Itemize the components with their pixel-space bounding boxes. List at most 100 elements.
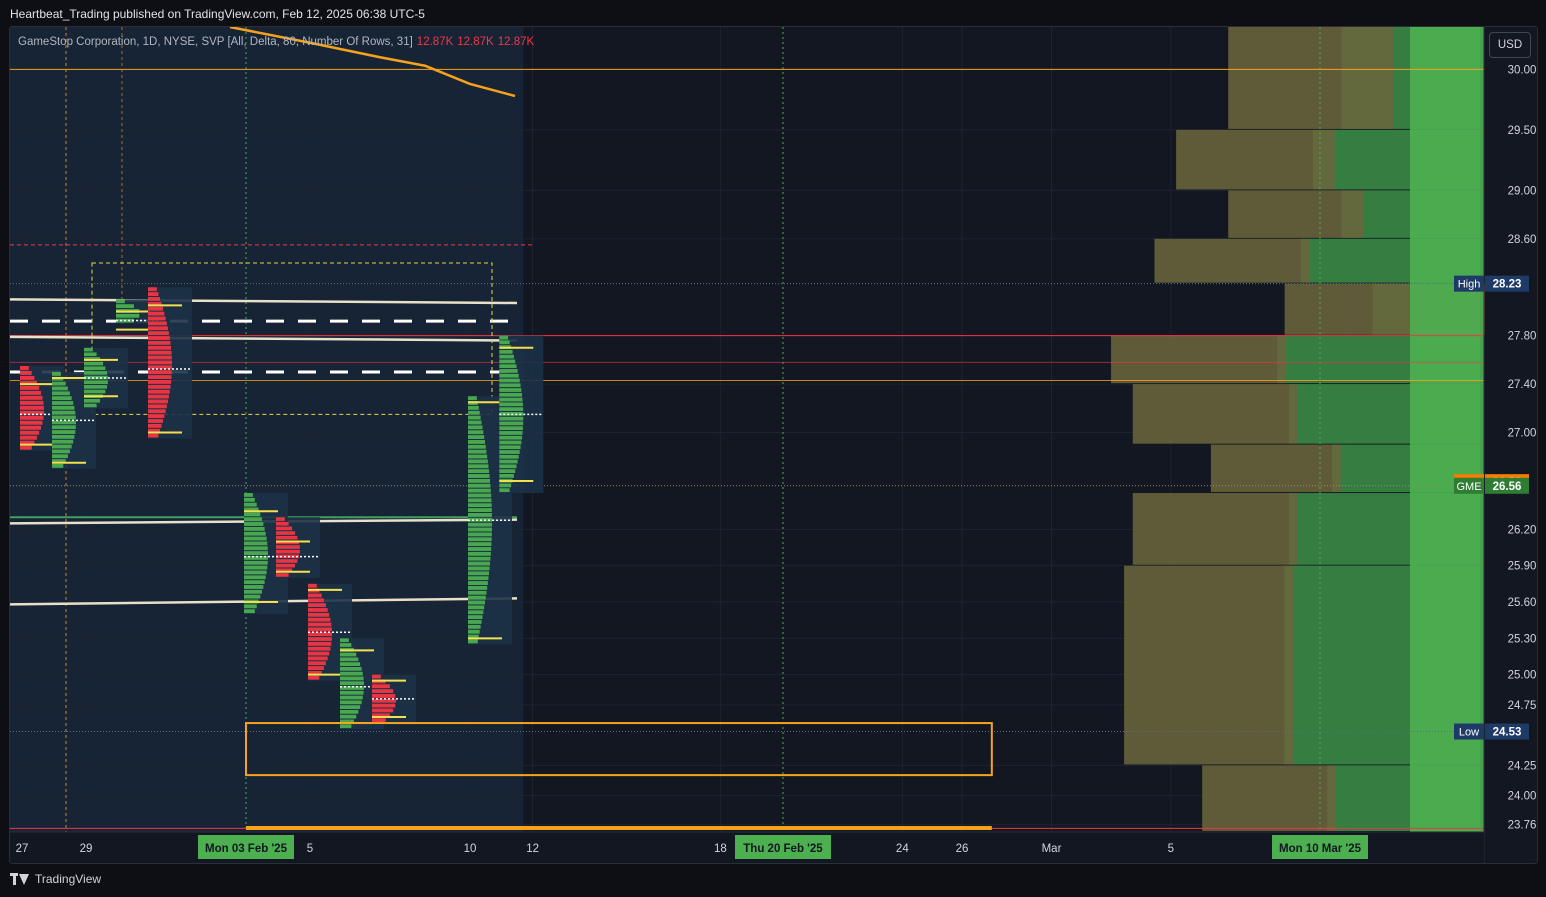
candle-volume-bar xyxy=(468,425,483,430)
candle-volume-bar xyxy=(52,425,76,430)
candle-volume-bar xyxy=(340,690,364,695)
candle-volume-bar xyxy=(499,454,519,459)
candle-volume-bar xyxy=(244,512,261,517)
candle-volume-bar xyxy=(340,657,359,662)
candle-volume-bar xyxy=(468,464,489,469)
y-tick-label: 25.30 xyxy=(1508,633,1537,645)
y-tick-label: 30.00 xyxy=(1508,64,1537,76)
candle-volume-bar xyxy=(468,396,477,401)
candle-volume-bar xyxy=(148,340,171,345)
candle-volume-bar xyxy=(148,370,172,375)
candle-volume-bar xyxy=(499,488,510,493)
candle-volume-bar xyxy=(468,537,492,542)
candle-volume-bar xyxy=(116,313,140,318)
candle-volume-bar xyxy=(372,708,394,713)
candle-volume-bar xyxy=(276,568,293,573)
candle-volume-bar xyxy=(468,542,492,547)
candle-volume-bar xyxy=(52,410,76,415)
moving-average-line xyxy=(10,298,518,305)
candle-volume-bar xyxy=(148,292,159,297)
candle-volume-bar xyxy=(340,724,352,729)
candle-volume-bar xyxy=(148,380,172,384)
candle-volume-bar xyxy=(244,522,264,526)
candle-volume-bar xyxy=(468,527,492,532)
candle-volume-bar xyxy=(148,389,170,394)
candle-volume-bar xyxy=(468,517,492,522)
candle-volume-bar xyxy=(340,686,364,690)
candle-volume-bar xyxy=(20,425,42,430)
highlight-box xyxy=(245,722,993,777)
date-highlight-label: Mon 10 Mar '25 xyxy=(1272,835,1368,859)
x-tick-label: 26 xyxy=(956,843,969,855)
candle-volume-bar xyxy=(468,571,490,576)
footer-branding[interactable]: TradingView xyxy=(10,872,101,886)
candle-volume-bar xyxy=(499,411,524,416)
candle-volume-bar xyxy=(372,703,396,708)
candle-volume-bar xyxy=(52,396,72,401)
symbol-legend[interactable]: GameStop Corporation, 1D, NYSE, SVP [All… xyxy=(18,36,534,48)
candle-volume-bar xyxy=(308,671,322,675)
candle-volume-bar xyxy=(52,434,75,439)
date-highlight-bg xyxy=(198,835,294,859)
price-chart[interactable]: 30.00 29.50 29.00 28.60 27.80 27.40 27.00 26.20… xyxy=(10,27,1537,863)
candle xyxy=(372,674,416,724)
candle-volume-bar xyxy=(244,531,266,536)
candle-volume-bar xyxy=(276,559,298,563)
candle-volume-bar xyxy=(499,349,513,354)
candle-volume-bar xyxy=(244,609,255,614)
branding-name: TradingView xyxy=(35,872,102,886)
price-label-low: Low 24.53 xyxy=(1454,723,1529,740)
candle-volume-bar xyxy=(499,483,512,488)
candle-volume-bar xyxy=(499,397,523,402)
candle-volume-bar xyxy=(340,638,349,643)
candle-volume-bar xyxy=(372,694,396,698)
candle-volume-bar xyxy=(84,371,108,375)
candle-volume-bar xyxy=(308,622,332,627)
candle-volume-bar xyxy=(308,656,328,661)
candle-volume-bar xyxy=(468,478,491,483)
candle-volume-bar xyxy=(468,576,489,581)
candle-volume-bar xyxy=(468,605,485,610)
candle-volume-bar xyxy=(468,459,488,464)
candle-volume-bar xyxy=(340,643,352,647)
legend-value-3: 12.87K xyxy=(497,36,535,48)
date-highlight-bg xyxy=(735,835,831,859)
candle-volume-bar xyxy=(499,464,517,469)
price-value-bg xyxy=(1485,723,1529,740)
candle-volume-bar xyxy=(148,336,170,340)
candle-volume-bar xyxy=(148,350,172,355)
candle-volume-bar xyxy=(468,454,488,459)
candle-volume-bar xyxy=(148,311,165,316)
candle xyxy=(148,287,192,439)
candle-volume-bar xyxy=(20,420,43,425)
vp-down-bar xyxy=(1132,493,1298,565)
candle-volume-bar xyxy=(340,695,363,700)
candle-volume-bar xyxy=(148,428,160,433)
candle-volume-bar xyxy=(148,375,172,380)
candle-volume-bar xyxy=(20,370,32,375)
candle-volume-bar xyxy=(244,536,267,541)
candle-volume-bar xyxy=(84,385,108,389)
price-value-bg xyxy=(1485,477,1529,494)
price-tag-text: High xyxy=(1458,279,1481,291)
price-tag-bg xyxy=(1454,275,1484,292)
candle-volume-bar xyxy=(276,526,293,531)
currency-button[interactable]: USD xyxy=(1489,32,1531,58)
candle-volume-bar xyxy=(468,522,492,527)
y-tick-label: 23.76 xyxy=(1508,820,1537,832)
x-tick-label: 5 xyxy=(1168,843,1174,855)
candle-volume-bar xyxy=(340,714,357,719)
candle-volume-bar xyxy=(499,335,509,340)
x-tick-label: 18 xyxy=(714,843,727,855)
candle-volume-bar xyxy=(340,705,361,709)
candle-volume-bar xyxy=(20,390,42,395)
chart-frame[interactable]: 30.00 29.50 29.00 28.60 27.80 27.40 27.00 26.20… xyxy=(9,26,1538,864)
candle-volume-bar xyxy=(84,366,106,371)
x-tick-label: 29 xyxy=(80,843,93,855)
y-tick-label: 27.40 xyxy=(1508,379,1537,391)
candle-volume-bar xyxy=(276,521,289,526)
candle-volume-bar xyxy=(468,449,487,454)
candle-volume-bar xyxy=(308,637,332,641)
candle-volume-bar xyxy=(244,585,264,589)
candle-volume-bar xyxy=(148,326,168,331)
